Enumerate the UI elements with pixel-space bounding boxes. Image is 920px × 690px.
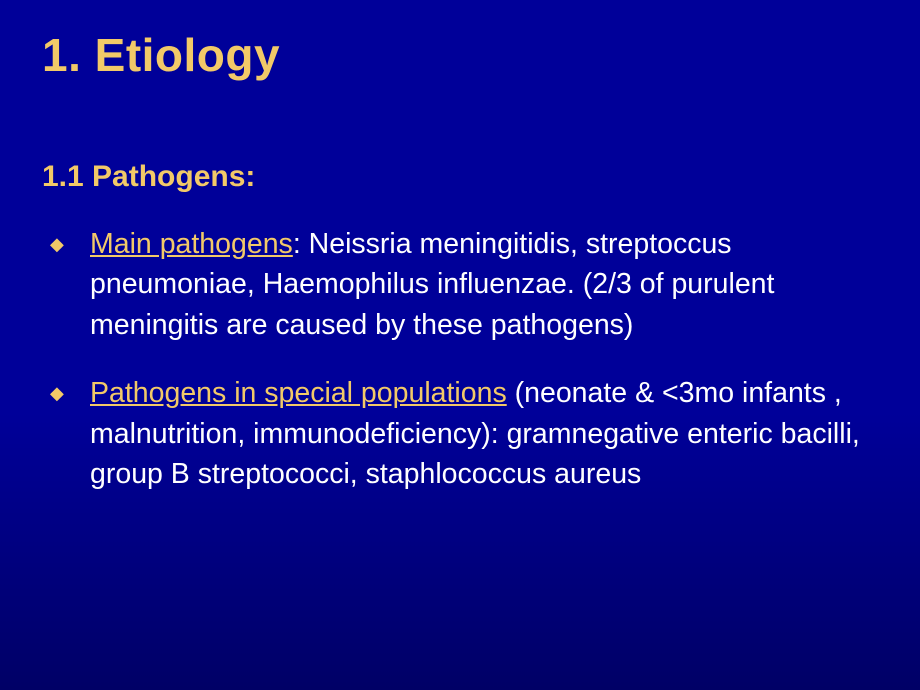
list-item: ◆ Pathogens in special populations (neon… (42, 373, 890, 494)
list-item: ◆ Main pathogens: Neissria meningitidis,… (42, 224, 890, 345)
diamond-icon: ◆ (50, 235, 64, 253)
slide-subtitle: 1.1 Pathogens: (42, 160, 890, 194)
diamond-icon: ◆ (50, 384, 64, 402)
slide-title: 1. Etiology (42, 28, 890, 82)
bullet-lead: Pathogens in special populations (90, 377, 507, 409)
bullet-lead: Main pathogens (90, 228, 293, 260)
slide: 1. Etiology 1.1 Pathogens: ◆ Main pathog… (0, 0, 920, 690)
bullet-list: ◆ Main pathogens: Neissria meningitidis,… (42, 224, 890, 495)
